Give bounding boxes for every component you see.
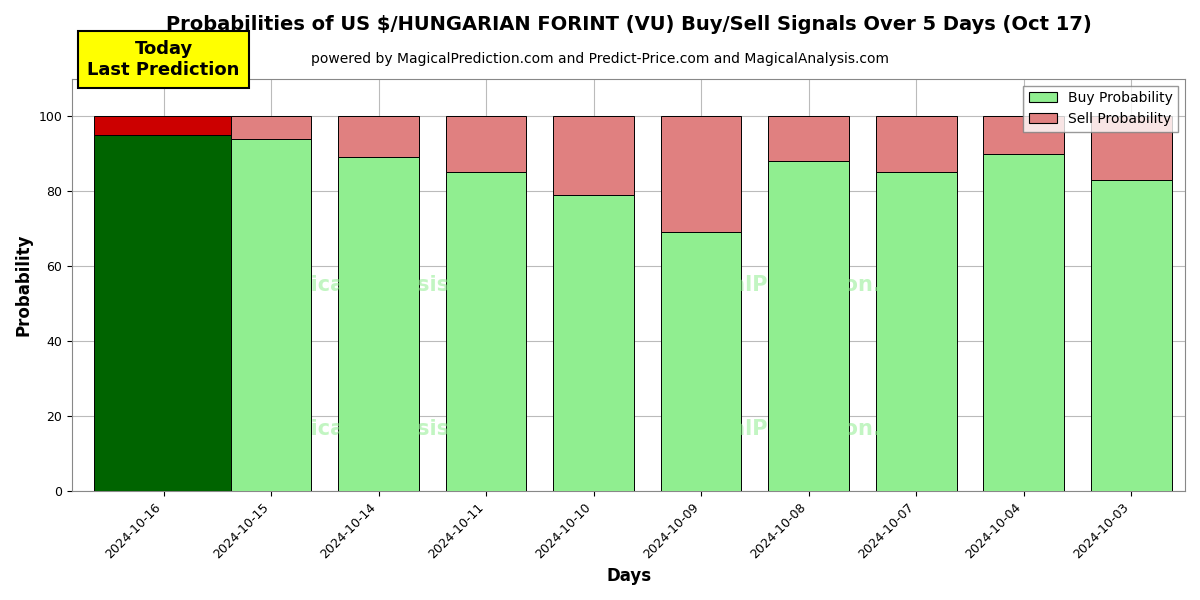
Text: MagicalPrediction.com: MagicalPrediction.com — [662, 419, 929, 439]
Bar — [338, 116, 419, 157]
Bar — [876, 116, 956, 172]
Y-axis label: Probability: Probability — [16, 233, 34, 336]
Bar — [94, 135, 234, 491]
Title: Probabilities of US $/HUNGARIAN FORINT (VU) Buy/Sell Signals Over 5 Days (Oct 17: Probabilities of US $/HUNGARIAN FORINT (… — [166, 15, 1092, 34]
Bar — [338, 157, 419, 491]
Bar — [1091, 180, 1171, 491]
Bar — [983, 154, 1064, 491]
Bar — [661, 232, 742, 491]
Bar — [94, 116, 234, 135]
Bar — [768, 161, 848, 491]
Bar — [661, 116, 742, 232]
Text: Today
Last Prediction: Today Last Prediction — [88, 40, 240, 79]
Bar — [230, 139, 311, 491]
Bar — [876, 172, 956, 491]
Text: MagicalAnalysis.com: MagicalAnalysis.com — [262, 419, 506, 439]
Text: MagicalAnalysis.com: MagicalAnalysis.com — [262, 275, 506, 295]
Bar — [230, 116, 311, 139]
Bar — [983, 116, 1064, 154]
Legend: Buy Probability, Sell Probability: Buy Probability, Sell Probability — [1024, 86, 1178, 131]
Bar — [445, 172, 527, 491]
X-axis label: Days: Days — [606, 567, 652, 585]
Bar — [553, 195, 634, 491]
Text: powered by MagicalPrediction.com and Predict-Price.com and MagicalAnalysis.com: powered by MagicalPrediction.com and Pre… — [311, 52, 889, 66]
Bar — [445, 116, 527, 172]
Text: MagicalPrediction.com: MagicalPrediction.com — [662, 275, 929, 295]
Bar — [1091, 116, 1171, 180]
Bar — [553, 116, 634, 195]
Bar — [768, 116, 848, 161]
